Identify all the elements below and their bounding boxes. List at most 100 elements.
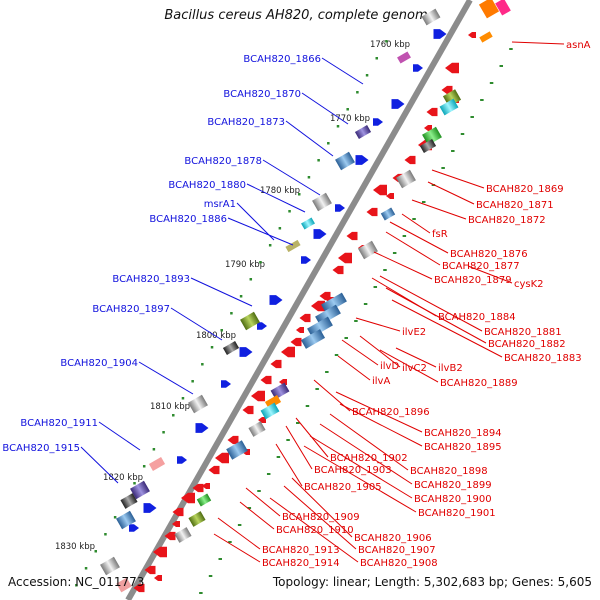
gene-label: BCAH820_1889	[440, 378, 518, 389]
label-leader	[285, 120, 334, 157]
gene-arrow	[301, 256, 311, 264]
gene-label: BCAH820_1884	[438, 312, 516, 323]
accession-text: Accession: NC_011773	[8, 575, 145, 589]
position-dot	[489, 82, 494, 84]
gene-block	[188, 511, 206, 527]
kbp-tick-label: 1830 kbp	[55, 542, 95, 552]
label-leader	[359, 335, 401, 368]
gene-label: BCAH820_1908	[360, 558, 438, 569]
gene-arrow	[172, 507, 184, 517]
position-dot	[230, 312, 233, 315]
gene-label: BCAH820_1894	[424, 428, 502, 439]
gene-block	[264, 395, 282, 409]
gene-arrow	[346, 231, 358, 241]
label-leader	[283, 485, 357, 550]
gene-arrow	[445, 62, 459, 74]
gene-arrow	[279, 379, 287, 385]
position-dot	[191, 380, 194, 383]
gene-arrow	[129, 524, 139, 532]
gene-arrow	[227, 435, 239, 445]
gene-label: fsR	[432, 229, 448, 240]
gene-block	[307, 316, 333, 338]
gene-block	[148, 457, 166, 471]
position-dot	[288, 210, 291, 213]
gene-label: BCAH820_1902	[330, 453, 408, 464]
gene-label: BCAH820_1897	[92, 304, 170, 315]
gene-arrow	[373, 118, 383, 126]
gene-arrow	[239, 347, 253, 357]
kbp-tick-label: 1790 kbp	[225, 260, 265, 270]
label-leader	[385, 287, 487, 344]
position-dot	[412, 218, 416, 220]
position-dot	[172, 414, 175, 417]
position-dot	[276, 456, 281, 458]
gene-labels: BCAH820_1866 BCAH820_1870 BCAH820_1873 BCAH…	[2, 40, 590, 569]
label-leader	[329, 413, 409, 471]
gene-block	[396, 169, 416, 189]
label-leader	[319, 423, 413, 485]
label-leader	[339, 403, 423, 447]
gene-label: BCAH820_1882	[488, 339, 566, 350]
gene-label: BCAH820_1879	[434, 275, 512, 286]
gene-block	[226, 440, 248, 460]
position-dot	[499, 65, 504, 67]
gene-label: BCAH820_1898	[410, 466, 488, 477]
gene-arrow	[153, 546, 167, 558]
gene-block	[419, 139, 437, 153]
label-leader	[246, 183, 306, 213]
label-leader	[355, 317, 401, 332]
gene-label: asnA	[566, 40, 591, 51]
gene-arrow	[296, 327, 304, 333]
position-dot	[210, 346, 214, 349]
gene-block	[421, 8, 441, 26]
gene-label: BCAH820_1871	[476, 200, 554, 211]
gene-arrow	[338, 252, 352, 264]
gene-label: BCAH820_1872	[468, 215, 546, 226]
position-dot	[402, 235, 407, 237]
position-dot	[334, 354, 339, 356]
gene-block	[478, 0, 500, 19]
position-dot	[296, 422, 300, 424]
label-leader	[391, 299, 503, 358]
gene-arrow	[144, 565, 156, 575]
gene-block	[335, 151, 355, 171]
label-leader	[217, 517, 261, 550]
gene-arrow	[441, 85, 453, 95]
gene-label: BCAH820_1896	[352, 407, 430, 418]
gene-arrow	[366, 207, 378, 217]
gene-arrow	[355, 155, 369, 165]
gene-arrow	[270, 359, 282, 369]
position-dot	[375, 57, 379, 60]
label-leader	[245, 487, 281, 517]
gene-label: BCAH820_1881	[484, 327, 562, 338]
position-dot	[307, 176, 311, 179]
label-leader	[385, 231, 441, 266]
kbp-tick-label: 1770 kbp	[330, 114, 370, 124]
gene-label: BCAH820_1900	[414, 494, 492, 505]
gene-block	[270, 382, 290, 400]
gene-label: BCAH820_1901	[418, 508, 496, 519]
gene-label: BCAH820_1899	[414, 480, 492, 491]
position-dot	[441, 167, 445, 169]
gene-label: BCAH820_1877	[442, 261, 520, 272]
gene-block	[222, 341, 240, 355]
gene-arrow	[172, 521, 180, 527]
position-dot	[509, 48, 513, 50]
gene-block	[285, 239, 301, 253]
label-leader	[511, 41, 565, 45]
position-dot	[201, 363, 204, 366]
gene-label: BCAH820_1913	[262, 545, 340, 556]
position-dot	[220, 329, 223, 332]
position-dot	[257, 490, 261, 492]
position-dot	[373, 286, 378, 288]
gene-label: BCAH820_1914	[262, 558, 340, 569]
gene-label: BCAH820_1915	[2, 443, 80, 454]
gene-label: ilvB2	[438, 363, 463, 374]
gene-label: BCAH820_1906	[354, 533, 432, 544]
gene-block	[495, 0, 511, 16]
gene-arrow	[251, 390, 265, 402]
gene-arrow	[373, 184, 387, 196]
gene-block	[120, 493, 138, 509]
gene-arrow	[192, 483, 204, 493]
